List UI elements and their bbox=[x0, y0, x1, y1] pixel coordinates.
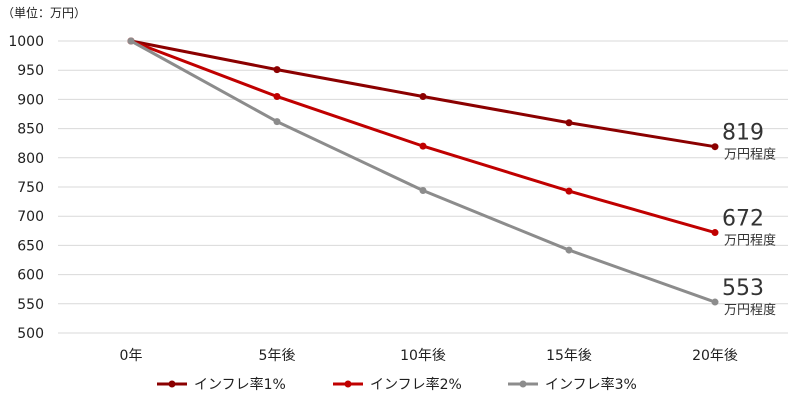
x-tick-label: 5年後 bbox=[259, 348, 296, 364]
y-tick-label: 500 bbox=[17, 326, 44, 342]
y-tick-label: 750 bbox=[17, 180, 44, 196]
gridlines bbox=[58, 40, 788, 334]
y-tick-label: 550 bbox=[17, 297, 44, 313]
y-tick-label: 700 bbox=[17, 209, 44, 225]
data-point bbox=[565, 246, 573, 254]
legend-marker bbox=[344, 380, 352, 388]
x-tick-label: 20年後 bbox=[692, 348, 738, 364]
x-tick-label: 0年 bbox=[120, 348, 143, 364]
data-point bbox=[711, 298, 719, 306]
data-point bbox=[565, 187, 573, 195]
end-value-label: 672 bbox=[722, 207, 764, 232]
data-point bbox=[711, 229, 719, 237]
data-point bbox=[273, 66, 281, 74]
data-point bbox=[273, 92, 281, 100]
data-point bbox=[419, 142, 427, 150]
x-tick-label: 15年後 bbox=[546, 348, 592, 364]
x-tick-label: 10年後 bbox=[400, 348, 446, 364]
y-tick-label: 1000 bbox=[8, 34, 44, 50]
unit-label: （単位：万円） bbox=[2, 5, 86, 20]
series-lines bbox=[127, 37, 719, 306]
series-line bbox=[130, 39, 716, 304]
end-value-suffix: 万円程度 bbox=[724, 302, 776, 318]
data-point bbox=[711, 143, 719, 151]
data-point bbox=[419, 187, 427, 195]
y-tick-label: 600 bbox=[17, 268, 44, 284]
data-point bbox=[565, 119, 573, 127]
x-axis-ticks: 0年 5年後 10年後 15年後 20年後 bbox=[120, 348, 738, 364]
legend-marker bbox=[168, 380, 176, 388]
y-tick-label: 650 bbox=[17, 238, 44, 254]
y-tick-label: 850 bbox=[17, 122, 44, 138]
end-value-label: 819 bbox=[722, 121, 764, 146]
y-tick-label: 950 bbox=[17, 63, 44, 79]
legend-label: インフレ率3% bbox=[545, 376, 637, 393]
end-value-suffix: 万円程度 bbox=[724, 233, 776, 249]
legend-marker bbox=[519, 380, 527, 388]
y-tick-label: 800 bbox=[17, 151, 44, 167]
data-point bbox=[419, 92, 427, 100]
legend-label: インフレ率2% bbox=[370, 376, 462, 393]
legend: インフレ率1% インフレ率2% インフレ率3% bbox=[157, 376, 637, 393]
end-value-suffix: 万円程度 bbox=[724, 147, 776, 163]
data-point bbox=[127, 37, 135, 45]
data-point bbox=[273, 118, 281, 126]
legend-label: インフレ率1% bbox=[194, 376, 286, 393]
end-value-label: 553 bbox=[722, 276, 764, 301]
y-axis-ticks: 1000 950 900 850 800 750 700 650 600 550 500 bbox=[8, 34, 44, 342]
y-tick-label: 900 bbox=[17, 92, 44, 108]
